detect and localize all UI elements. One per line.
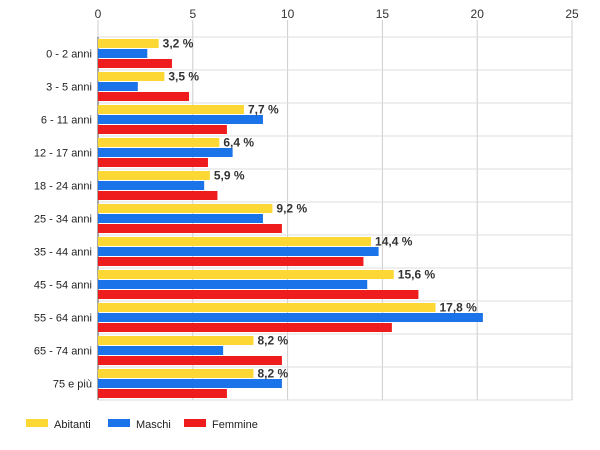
category-label: 12 - 17 anni bbox=[34, 148, 92, 160]
bar-maschi bbox=[98, 247, 379, 256]
bar-femmine bbox=[98, 323, 392, 332]
data-label: 3,5 % bbox=[168, 70, 199, 84]
category-label: 0 - 2 anni bbox=[46, 49, 92, 61]
category-label: 35 - 44 anni bbox=[34, 247, 92, 259]
data-label: 17,8 % bbox=[439, 301, 477, 315]
category-label: 6 - 11 anni bbox=[41, 115, 92, 127]
category-label: 25 - 34 anni bbox=[34, 214, 92, 226]
category-label: 75 e più bbox=[53, 379, 92, 391]
bar-abitanti bbox=[98, 105, 244, 114]
data-labels: 3,2 % 3,5 % 7,7 % 6,4 % 5,9 % 9,2 % 14,4 % 15,6… bbox=[163, 37, 478, 381]
bar-femmine bbox=[98, 59, 172, 68]
bars bbox=[98, 39, 483, 398]
x-tick-label: 15 bbox=[376, 7, 390, 21]
bar-maschi bbox=[98, 148, 233, 157]
data-label: 9,2 % bbox=[276, 202, 307, 216]
bar-femmine bbox=[98, 356, 282, 365]
x-axis-ticks: 0 5 10 15 20 25 bbox=[95, 7, 579, 21]
bar-maschi bbox=[98, 214, 263, 223]
x-tick-label: 25 bbox=[565, 7, 579, 21]
bar-abitanti bbox=[98, 204, 273, 213]
bar-abitanti bbox=[98, 303, 436, 312]
bar-abitanti bbox=[98, 171, 210, 180]
legend: Abitanti Maschi Femmine bbox=[26, 419, 258, 431]
bar-maschi bbox=[98, 115, 263, 124]
x-tick-label: 10 bbox=[281, 7, 295, 21]
legend-label: Abitanti bbox=[54, 419, 91, 431]
x-tick-label: 0 bbox=[95, 7, 102, 21]
legend-label: Maschi bbox=[136, 419, 171, 431]
bar-abitanti bbox=[98, 138, 220, 147]
data-label: 7,7 % bbox=[248, 103, 279, 117]
bar-maschi bbox=[98, 49, 148, 58]
category-label: 18 - 24 anni bbox=[34, 181, 92, 193]
bar-femmine bbox=[98, 92, 190, 101]
category-labels: 0 - 2 anni 3 - 5 anni 6 - 11 anni 12 - 17 a… bbox=[34, 49, 92, 391]
category-label: 3 - 5 anni bbox=[46, 82, 92, 94]
data-label: 6,4 % bbox=[223, 136, 254, 150]
bar-femmine bbox=[98, 191, 218, 200]
bar-maschi bbox=[98, 280, 368, 289]
x-tick-label: 5 bbox=[189, 7, 196, 21]
bar-femmine bbox=[98, 158, 208, 167]
category-label: 55 - 64 anni bbox=[34, 313, 92, 325]
bar-maschi bbox=[98, 313, 483, 322]
x-tick-label: 20 bbox=[471, 7, 485, 21]
data-label: 3,2 % bbox=[163, 37, 194, 51]
legend-swatch-femmine bbox=[184, 419, 206, 427]
bar-femmine bbox=[98, 257, 364, 266]
category-label: 65 - 74 anni bbox=[34, 346, 92, 358]
bar-maschi bbox=[98, 82, 138, 91]
data-label: 15,6 % bbox=[398, 268, 436, 282]
gridlines bbox=[97, 20, 573, 401]
bar-abitanti bbox=[98, 72, 165, 81]
legend-swatch-maschi bbox=[108, 419, 130, 427]
data-label: 8,2 % bbox=[257, 334, 288, 348]
bar-maschi bbox=[98, 379, 282, 388]
category-label: 45 - 54 anni bbox=[34, 280, 92, 292]
data-label: 14,4 % bbox=[375, 235, 413, 249]
legend-swatch-abitanti bbox=[26, 419, 48, 427]
bar-femmine bbox=[98, 389, 227, 398]
legend-label: Femmine bbox=[212, 419, 258, 431]
bar-abitanti bbox=[98, 336, 254, 345]
bar-abitanti bbox=[98, 369, 254, 378]
bar-abitanti bbox=[98, 237, 372, 246]
bar-femmine bbox=[98, 224, 282, 233]
bar-abitanti bbox=[98, 270, 394, 279]
bar-femmine bbox=[98, 290, 419, 299]
bar-maschi bbox=[98, 346, 224, 355]
bar-femmine bbox=[98, 125, 227, 134]
bar-maschi bbox=[98, 181, 205, 190]
bar-abitanti bbox=[98, 39, 159, 48]
data-label: 8,2 % bbox=[257, 367, 288, 381]
data-label: 5,9 % bbox=[214, 169, 245, 183]
